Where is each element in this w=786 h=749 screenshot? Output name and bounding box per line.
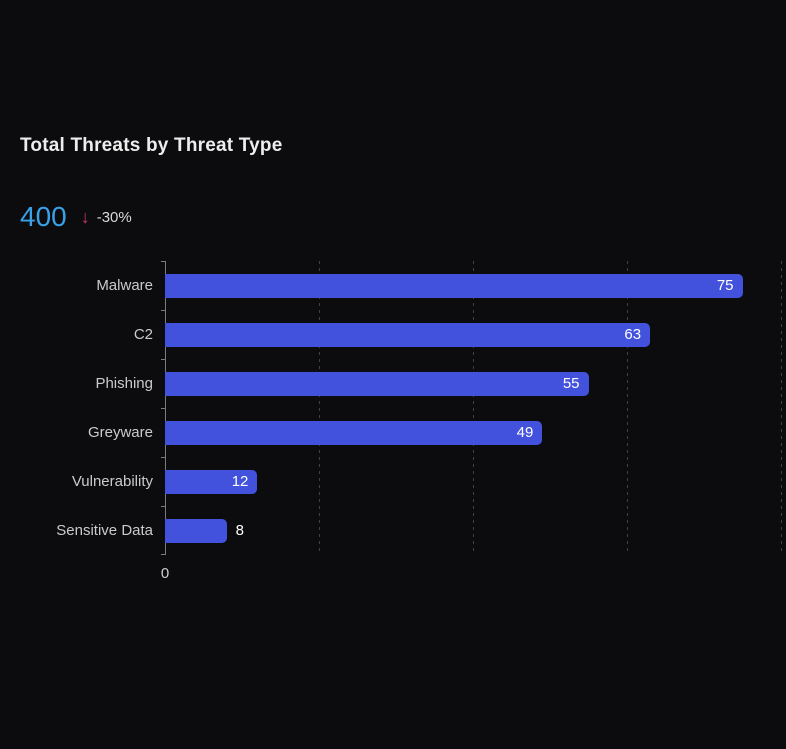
bar-value-label-c2: 63 — [624, 326, 642, 343]
y-axis-line — [161, 261, 166, 555]
bar-value-label-vulnerability: 12 — [231, 473, 249, 490]
category-label-greyware: Greyware — [87, 424, 153, 441]
bar-value-label-sensitive-data: 8 — [235, 522, 244, 539]
bar-phishing[interactable]: 55 — [165, 371, 589, 396]
kpi-row: 400 ↓ -30% — [20, 201, 132, 233]
bar-vulnerability[interactable]: 12 — [165, 469, 258, 494]
category-label-column: Malware C2 Phishing Greyware Vulnerability Se… — [0, 261, 153, 555]
axis-tick — [161, 457, 165, 458]
bar-row-greyware: 49 — [165, 408, 781, 457]
chart-title: Total Threats by Threat Type — [20, 135, 283, 156]
kpi-total-value: 400 — [20, 201, 67, 232]
category-label-phishing: Phishing — [95, 375, 153, 392]
x-axis-tick-label-zero: 0 — [160, 565, 170, 582]
axis-tick — [161, 506, 165, 507]
bar-sensitive-data[interactable]: 8 — [165, 518, 244, 543]
gridline-80 — [781, 261, 782, 555]
bar-rows: 75 63 55 49 12 8 — [165, 261, 781, 555]
axis-tick — [161, 261, 165, 262]
trend-down-arrow-icon: ↓ — [80, 207, 90, 227]
category-label-sensitive-data: Sensitive Data — [56, 522, 153, 539]
bar-value-label-phishing: 55 — [562, 375, 580, 392]
bar-greyware[interactable]: 49 — [165, 420, 543, 445]
gridline-20 — [319, 261, 320, 555]
bar-c2[interactable]: 63 — [165, 322, 651, 347]
horizontal-bar-chart: Malware C2 Phishing Greyware Vulnerability Se… — [0, 261, 786, 582]
plot-area: 75 63 55 49 12 8 — [161, 261, 782, 555]
axis-tick — [161, 554, 165, 555]
kpi-trend-delta: -30% — [96, 208, 132, 226]
gridline-40 — [473, 261, 474, 555]
bar-row-vulnerability: 12 — [165, 457, 781, 506]
bar-row-phishing: 55 — [165, 359, 781, 408]
bar-value-label-malware: 75 — [716, 277, 734, 294]
axis-tick — [161, 408, 165, 409]
axis-tick — [161, 359, 165, 360]
bar-value-label-greyware: 49 — [516, 424, 534, 441]
bar-row-malware: 75 — [165, 261, 781, 310]
bar-row-sensitive-data: 8 — [165, 506, 781, 555]
axis-tick — [161, 310, 165, 311]
category-label-vulnerability: Vulnerability — [71, 473, 153, 490]
bar-malware[interactable]: 75 — [165, 273, 743, 298]
category-label-malware: Malware — [96, 277, 153, 294]
category-label-c2: C2 — [133, 326, 153, 343]
bar-row-c2: 63 — [165, 310, 781, 359]
gridline-60 — [627, 261, 628, 555]
